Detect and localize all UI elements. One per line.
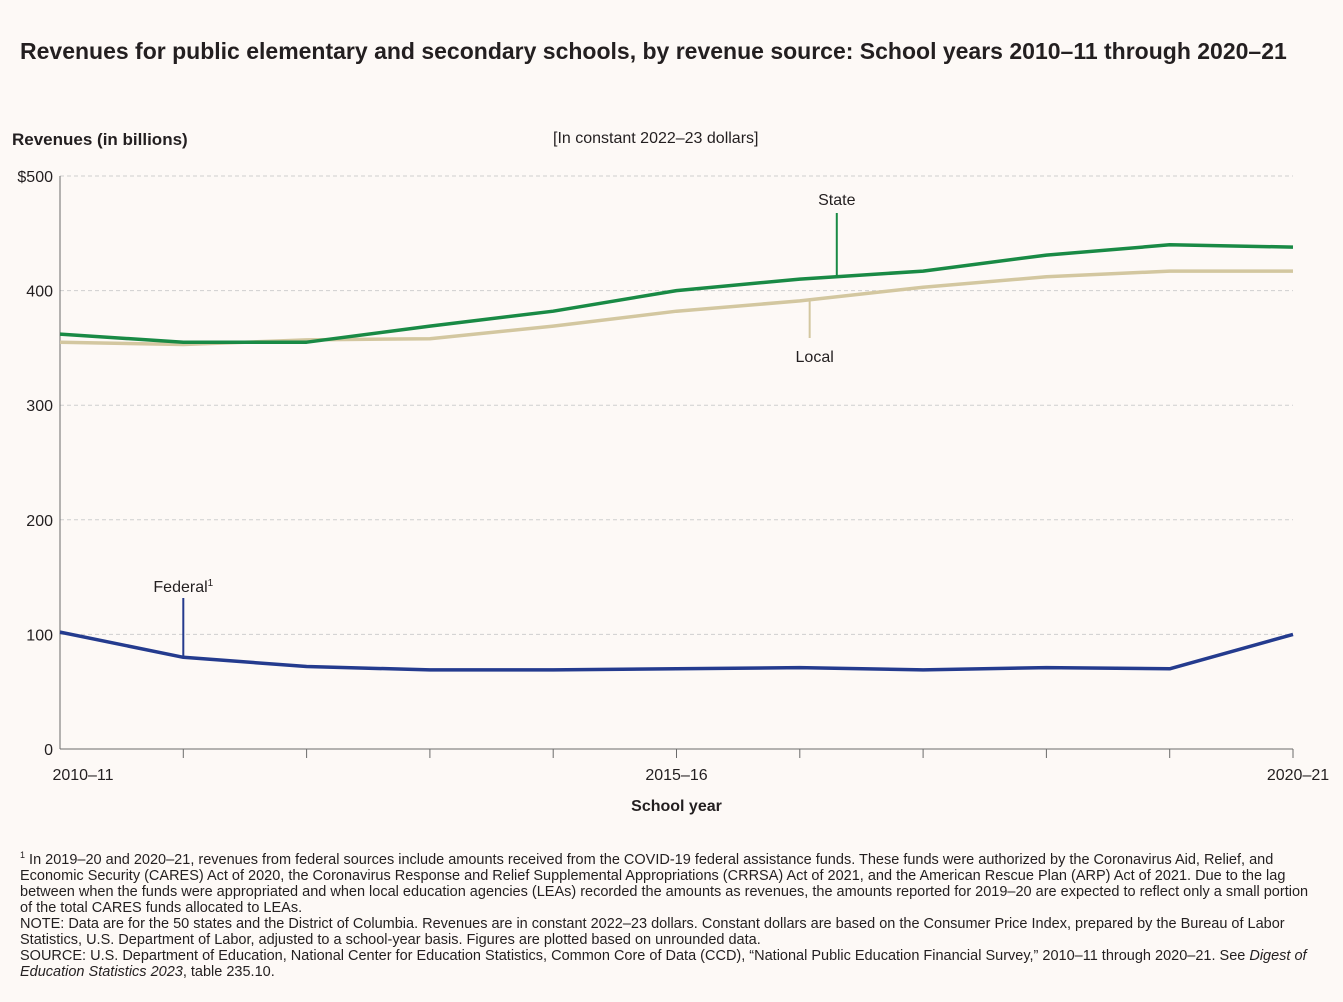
state-series-label: State [818, 192, 855, 209]
source-prefix: SOURCE: U.S. Department of Education, Na… [20, 947, 1250, 964]
y-tick-label: 400 [26, 284, 53, 301]
y-axis-tick-labels: $500 400 300 200 100 0 [17, 169, 53, 759]
series-line-federal [59, 630, 1294, 672]
x-axis-tick-labels: 2010–11 2015–16 2020–21 [52, 767, 1329, 784]
series-line-state [59, 243, 1294, 344]
y-axis-title: Revenues (in billions) [12, 130, 188, 149]
x-tick-label: 2015–16 [645, 767, 707, 784]
series-labels: State Local Federal1 [153, 192, 856, 658]
x-tick-label: 2020–21 [1267, 767, 1329, 784]
chart-title: Revenues for public elementary and secon… [20, 38, 1287, 64]
y-tick-label: 0 [44, 742, 53, 759]
note-text: NOTE: Data are for the 50 states and the… [20, 915, 1285, 948]
x-axis-ticks [182, 749, 1294, 758]
footnote-1-marker: 1 [20, 850, 26, 860]
source-text: SOURCE: U.S. Department of Education, Na… [20, 948, 1320, 980]
y-tick-label: $500 [17, 169, 53, 186]
series-line-local [59, 269, 1293, 347]
source-title: Digest of Education Statistics 2023 [20, 947, 1307, 980]
units-note: [In constant 2022–23 dollars] [553, 130, 759, 147]
y-tick-label: 300 [26, 398, 53, 415]
local-series-label: Local [796, 349, 834, 366]
x-axis-title: School year [631, 798, 722, 815]
federal-series-label: Federal1 [153, 578, 213, 596]
series-lines [59, 243, 1294, 672]
footnote-1: 1 In 2019–20 and 2020–21, revenues from … [20, 847, 1320, 916]
footnote-1-text: In 2019–20 and 2020–21, revenues from fe… [20, 851, 1309, 916]
y-tick-label: 100 [26, 627, 53, 644]
x-tick-label: 2010–11 [52, 767, 113, 784]
footnotes: 1 In 2019–20 and 2020–21, revenues from … [20, 847, 1320, 980]
gridlines [60, 175, 1293, 635]
y-tick-label: 200 [26, 513, 53, 530]
source-suffix: , table 235.10. [182, 963, 275, 980]
federal-footnote-marker: 1 [208, 578, 214, 589]
